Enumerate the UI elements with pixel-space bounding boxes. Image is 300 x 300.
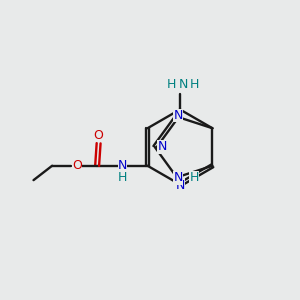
Text: H: H bbox=[166, 78, 176, 92]
Text: N: N bbox=[178, 78, 188, 92]
Text: O: O bbox=[94, 129, 103, 142]
Text: N: N bbox=[158, 140, 167, 154]
Text: H: H bbox=[118, 171, 127, 184]
Text: N: N bbox=[174, 171, 183, 184]
Text: O: O bbox=[72, 159, 82, 172]
Text: N: N bbox=[175, 178, 185, 192]
Text: H: H bbox=[190, 78, 199, 92]
Text: N: N bbox=[118, 159, 127, 172]
Text: H: H bbox=[190, 171, 199, 184]
Text: N: N bbox=[173, 109, 183, 122]
